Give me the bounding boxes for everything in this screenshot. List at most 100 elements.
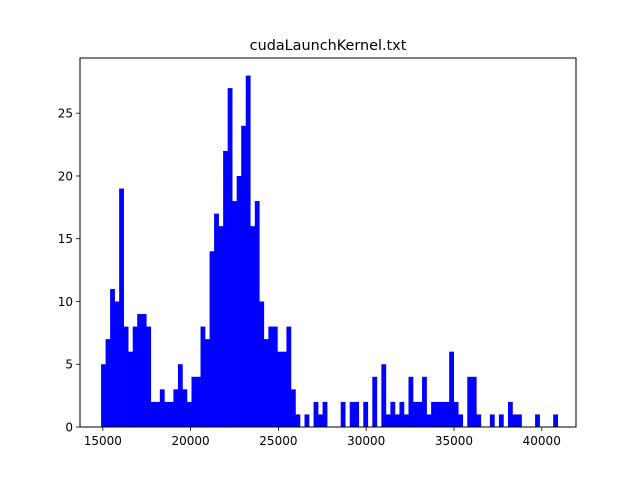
histogram-bar xyxy=(290,389,296,427)
histogram-bar xyxy=(177,364,183,427)
histogram-bar xyxy=(372,376,378,427)
histogram-bar xyxy=(250,226,256,427)
histogram-bar xyxy=(318,414,323,427)
histogram-bar xyxy=(467,376,473,427)
y-tick-label: 20 xyxy=(58,169,73,183)
histogram-bar xyxy=(123,326,129,427)
histogram-bar xyxy=(435,401,441,427)
histogram-bar xyxy=(449,351,455,427)
histogram-bar xyxy=(458,414,464,427)
histogram-bar xyxy=(186,401,192,427)
histogram-bar xyxy=(196,376,201,427)
histogram-bar xyxy=(349,401,355,427)
histogram-bar xyxy=(553,414,558,427)
histogram-bar xyxy=(173,389,179,427)
histogram-bar xyxy=(431,401,436,427)
histogram-bar xyxy=(214,213,219,427)
histogram-bar xyxy=(232,201,237,427)
histogram-bar xyxy=(132,326,138,427)
histogram-bar xyxy=(119,188,124,427)
histogram-bar xyxy=(159,389,165,427)
bars-group xyxy=(101,75,558,428)
chart-title: cudaLaunchKernel.txt xyxy=(250,38,407,54)
histogram-bar xyxy=(426,414,432,427)
histogram-bar xyxy=(417,401,423,427)
histogram-bar xyxy=(128,351,134,427)
histogram-bar xyxy=(476,414,482,427)
histogram-bar xyxy=(286,326,292,427)
y-tick-label: 15 xyxy=(58,232,73,246)
x-tick-label: 20000 xyxy=(172,434,210,448)
x-tick-label: 40000 xyxy=(523,434,561,448)
histogram-bar xyxy=(313,401,319,427)
histogram-bar xyxy=(223,150,228,427)
histogram-bar xyxy=(182,389,188,427)
histogram-bar xyxy=(105,339,111,427)
y-tick-label: 25 xyxy=(58,107,73,121)
histogram-bar xyxy=(218,226,224,427)
histogram-bar xyxy=(390,401,396,427)
histogram-bar xyxy=(340,401,346,427)
plot-frame xyxy=(79,57,577,428)
histogram-bar xyxy=(254,201,260,427)
histogram-bar xyxy=(322,401,328,427)
histogram-bar xyxy=(205,339,210,427)
histogram-bar xyxy=(168,401,174,427)
histogram-bar xyxy=(209,251,215,427)
histogram-bar xyxy=(263,339,269,427)
histogram-bar xyxy=(295,414,301,427)
histogram-bar xyxy=(272,326,278,427)
histogram-bar xyxy=(363,401,369,427)
histogram-bar xyxy=(385,414,391,427)
histogram-bar xyxy=(408,376,414,427)
histogram-bar xyxy=(277,351,283,427)
y-tick-label: 5 xyxy=(65,358,73,372)
histogram-bar xyxy=(141,314,147,427)
histogram-bar xyxy=(517,414,522,427)
histogram-bar xyxy=(399,401,405,427)
x-tick-label: 30000 xyxy=(347,434,385,448)
histogram-bar xyxy=(137,314,143,427)
x-tick-label: 35000 xyxy=(435,434,473,448)
histogram-bar xyxy=(191,376,197,427)
histogram-bar xyxy=(150,401,156,427)
histogram-bar xyxy=(507,401,513,427)
histogram-bar xyxy=(227,88,233,428)
histogram-bar xyxy=(440,401,445,427)
histogram-bar xyxy=(114,301,120,427)
histogram-bar xyxy=(413,401,418,427)
histogram-bar xyxy=(512,414,518,427)
histogram-bar xyxy=(498,414,504,427)
histogram-bar xyxy=(381,364,387,427)
histogram-bar xyxy=(422,376,427,427)
histogram-bar xyxy=(489,414,495,427)
y-axis: 0 5 10 15 20 25 xyxy=(58,107,80,435)
histogram-bar xyxy=(200,326,206,427)
histogram-bar xyxy=(155,401,161,427)
histogram-bar xyxy=(471,376,477,427)
histogram-bar xyxy=(236,175,242,427)
histogram-bar xyxy=(281,351,287,427)
histogram-bar xyxy=(146,326,152,427)
histogram-bar xyxy=(241,125,247,427)
y-tick-label: 10 xyxy=(58,295,73,309)
histogram-bar xyxy=(259,301,265,427)
histogram-bar xyxy=(245,75,251,427)
x-axis: 15000 20000 25000 30000 35000 40000 xyxy=(84,427,561,448)
histogram-bar xyxy=(304,414,310,427)
histogram-bar xyxy=(535,414,540,427)
y-tick-label: 0 xyxy=(65,421,73,435)
histogram-bar xyxy=(164,401,170,427)
histogram-bar xyxy=(394,414,400,427)
histogram-bar xyxy=(403,414,409,427)
histogram-bar xyxy=(354,401,360,427)
histogram-bar xyxy=(268,326,274,427)
histogram-bar xyxy=(453,401,459,427)
histogram-bar xyxy=(444,401,450,427)
x-tick-label: 25000 xyxy=(259,434,297,448)
histogram-bar xyxy=(101,364,106,427)
x-tick-label: 15000 xyxy=(84,434,122,448)
histogram-bar xyxy=(110,288,115,427)
